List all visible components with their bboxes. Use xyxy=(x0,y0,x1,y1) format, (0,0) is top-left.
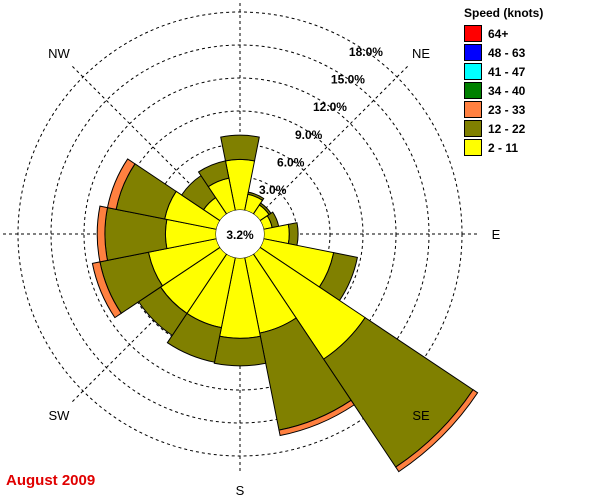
legend-label: 64+ xyxy=(488,26,509,41)
ring-labels: 3.0% 6.0% 9.0% 12.0% 15.0% 18.0% xyxy=(259,45,383,197)
legend-swatch xyxy=(464,82,482,99)
calm-label: 3.2% xyxy=(226,228,254,242)
legend-item: 23 - 33 xyxy=(464,100,574,119)
legend-rows: 64+ 48 - 63 41 - 47 34 - 40 23 - 33 12 - 22 2 … xyxy=(464,24,574,157)
direction-label-e: E xyxy=(492,227,501,242)
direction-label-ne: NE xyxy=(412,46,430,61)
legend-swatch xyxy=(464,139,482,156)
legend-swatch xyxy=(464,101,482,118)
legend-title: Speed (knots) xyxy=(464,6,544,20)
ring-label: 15.0% xyxy=(331,72,365,86)
legend-item: 2 - 11 xyxy=(464,138,574,157)
direction-labels: NNEESESSWWNW xyxy=(48,46,501,496)
petal-23-33 xyxy=(106,158,136,210)
direction-label-sw: SW xyxy=(49,408,71,423)
ring-label: 18.0% xyxy=(349,45,383,59)
petal-12-22 xyxy=(247,191,265,202)
legend-label: 12 - 22 xyxy=(488,121,526,136)
legend-label: 23 - 33 xyxy=(488,102,526,117)
petal-23-33 xyxy=(395,389,479,473)
legend: Speed (knots) 64+ 48 - 63 41 - 47 34 - 40 23… xyxy=(464,6,574,157)
petal-12-22 xyxy=(213,335,267,367)
petal-23-33 xyxy=(91,261,122,319)
legend-swatch xyxy=(464,25,482,42)
petal-12-22 xyxy=(197,160,230,188)
legend-item: 64+ xyxy=(464,24,574,43)
direction-label-s: S xyxy=(236,483,245,496)
petal-12-22 xyxy=(220,134,260,162)
legend-label: 34 - 40 xyxy=(488,83,526,98)
legend-item: 41 - 47 xyxy=(464,62,574,81)
legend-swatch xyxy=(464,120,482,137)
petal-12-22 xyxy=(287,222,299,246)
grid-spoke xyxy=(256,63,411,218)
direction-label-nw: NW xyxy=(48,46,70,61)
ring-label: 3.0% xyxy=(259,183,287,197)
petal-23-33 xyxy=(278,399,355,437)
ring-label: 9.0% xyxy=(295,128,323,142)
legend-item: 34 - 40 xyxy=(464,81,574,100)
legend-swatch xyxy=(464,44,482,61)
ring-label: 12.0% xyxy=(313,100,347,114)
legend-label: 41 - 47 xyxy=(488,64,526,79)
chart-caption: August 2009 xyxy=(6,472,96,489)
legend-swatch xyxy=(464,63,482,80)
calm-circle xyxy=(216,210,264,258)
legend-item: 12 - 22 xyxy=(464,119,574,138)
petals xyxy=(91,134,479,473)
legend-item: 48 - 63 xyxy=(464,43,574,62)
legend-label: 48 - 63 xyxy=(488,45,526,60)
ring-label: 6.0% xyxy=(277,156,305,170)
legend-label: 2 - 11 xyxy=(488,140,519,155)
petal-12-22 xyxy=(166,312,222,363)
direction-label-se: SE xyxy=(412,408,430,423)
petal-23-33 xyxy=(96,205,109,263)
